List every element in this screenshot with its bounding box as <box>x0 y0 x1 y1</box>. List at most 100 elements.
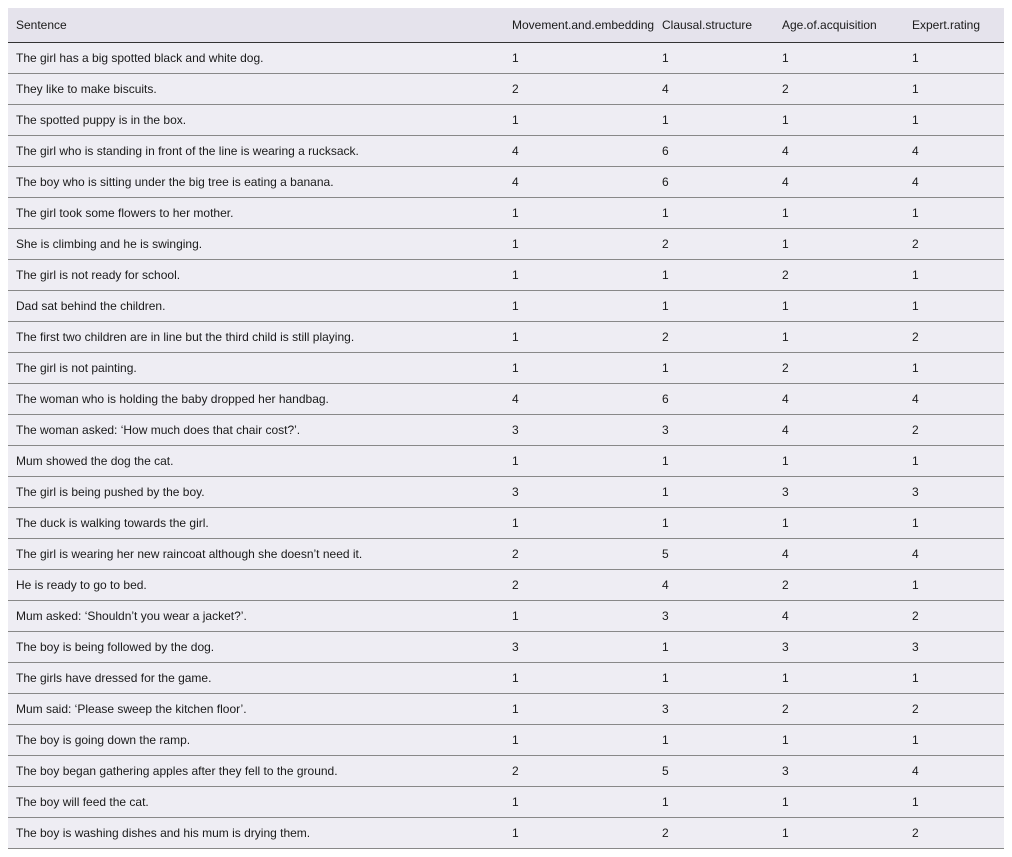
cell-sentence: Mum asked: ‘Shouldn’t you wear a jacket?… <box>8 601 504 632</box>
cell-value: 1 <box>654 353 774 384</box>
cell-value: 1 <box>774 446 904 477</box>
cell-value: 3 <box>654 694 774 725</box>
cell-value: 1 <box>904 508 1004 539</box>
cell-value: 1 <box>504 818 654 849</box>
cell-value: 2 <box>774 74 904 105</box>
cell-value: 2 <box>904 229 1004 260</box>
cell-sentence: They like to make biscuits. <box>8 74 504 105</box>
cell-value: 2 <box>504 539 654 570</box>
cell-value: 1 <box>504 601 654 632</box>
table-row: The boy who is sitting under the big tre… <box>8 167 1004 198</box>
cell-value: 4 <box>774 136 904 167</box>
table-row: Mum asked: ‘Shouldn’t you wear a jacket?… <box>8 601 1004 632</box>
cell-sentence: The girl is not painting. <box>8 353 504 384</box>
cell-value: 1 <box>774 322 904 353</box>
cell-value: 6 <box>654 384 774 415</box>
cell-value: 1 <box>654 105 774 136</box>
cell-value: 1 <box>504 353 654 384</box>
table-header: Sentence Movement.and.embedding Clausal.… <box>8 8 1004 43</box>
data-table: Sentence Movement.and.embedding Clausal.… <box>8 8 1004 849</box>
cell-value: 2 <box>904 694 1004 725</box>
cell-value: 3 <box>654 415 774 446</box>
cell-sentence: The boy who is sitting under the big tre… <box>8 167 504 198</box>
table-row: The woman who is holding the baby droppe… <box>8 384 1004 415</box>
cell-sentence: The first two children are in line but t… <box>8 322 504 353</box>
table-row: The boy began gathering apples after the… <box>8 756 1004 787</box>
cell-sentence: The boy is going down the ramp. <box>8 725 504 756</box>
cell-value: 1 <box>774 787 904 818</box>
table-row: The boy is going down the ramp.1111 <box>8 725 1004 756</box>
cell-value: 4 <box>904 756 1004 787</box>
cell-value: 4 <box>774 167 904 198</box>
cell-value: 1 <box>774 725 904 756</box>
table-row: Mum said: ‘Please sweep the kitchen floo… <box>8 694 1004 725</box>
table-row: The woman asked: ‘How much does that cha… <box>8 415 1004 446</box>
cell-value: 2 <box>774 260 904 291</box>
cell-value: 3 <box>504 477 654 508</box>
cell-value: 1 <box>504 322 654 353</box>
cell-value: 2 <box>504 74 654 105</box>
table-row: The boy is being followed by the dog.313… <box>8 632 1004 663</box>
table-row: The girls have dressed for the game.1111 <box>8 663 1004 694</box>
cell-value: 1 <box>904 446 1004 477</box>
cell-value: 1 <box>504 291 654 322</box>
cell-sentence: The girl is wearing her new raincoat alt… <box>8 539 504 570</box>
header-row: Sentence Movement.and.embedding Clausal.… <box>8 8 1004 43</box>
cell-value: 4 <box>774 384 904 415</box>
cell-value: 1 <box>654 663 774 694</box>
cell-sentence: Mum showed the dog the cat. <box>8 446 504 477</box>
table-row: The girl is not ready for school.1121 <box>8 260 1004 291</box>
cell-value: 1 <box>504 508 654 539</box>
cell-sentence: The spotted puppy is in the box. <box>8 105 504 136</box>
cell-value: 3 <box>904 632 1004 663</box>
table-row: The duck is walking towards the girl.111… <box>8 508 1004 539</box>
cell-value: 1 <box>654 291 774 322</box>
cell-value: 1 <box>504 725 654 756</box>
cell-sentence: The girls have dressed for the game. <box>8 663 504 694</box>
cell-value: 1 <box>654 198 774 229</box>
table-row: The first two children are in line but t… <box>8 322 1004 353</box>
table-row: The girl is not painting.1121 <box>8 353 1004 384</box>
cell-value: 2 <box>504 570 654 601</box>
cell-sentence: The girl is being pushed by the boy. <box>8 477 504 508</box>
cell-sentence: The duck is walking towards the girl. <box>8 508 504 539</box>
cell-value: 1 <box>904 291 1004 322</box>
cell-value: 3 <box>774 632 904 663</box>
table-row: Mum showed the dog the cat.1111 <box>8 446 1004 477</box>
table-row: The girl took some flowers to her mother… <box>8 198 1004 229</box>
cell-sentence: Dad sat behind the children. <box>8 291 504 322</box>
table-body: The girl has a big spotted black and whi… <box>8 43 1004 849</box>
cell-value: 4 <box>504 167 654 198</box>
cell-value: 1 <box>904 725 1004 756</box>
cell-value: 4 <box>654 570 774 601</box>
cell-value: 4 <box>904 539 1004 570</box>
cell-value: 1 <box>654 787 774 818</box>
cell-value: 6 <box>654 167 774 198</box>
cell-value: 1 <box>904 105 1004 136</box>
cell-value: 3 <box>904 477 1004 508</box>
table-row: She is climbing and he is swinging.1212 <box>8 229 1004 260</box>
table-row: The boy is washing dishes and his mum is… <box>8 818 1004 849</box>
cell-value: 2 <box>654 322 774 353</box>
cell-value: 3 <box>774 477 904 508</box>
cell-value: 4 <box>504 136 654 167</box>
cell-value: 1 <box>504 663 654 694</box>
cell-value: 1 <box>774 43 904 74</box>
cell-value: 2 <box>774 570 904 601</box>
cell-value: 5 <box>654 539 774 570</box>
cell-value: 3 <box>504 632 654 663</box>
cell-value: 1 <box>504 694 654 725</box>
table-row: The girl is wearing her new raincoat alt… <box>8 539 1004 570</box>
table-row: The girl has a big spotted black and whi… <box>8 43 1004 74</box>
cell-value: 5 <box>654 756 774 787</box>
cell-value: 1 <box>654 725 774 756</box>
cell-value: 4 <box>774 415 904 446</box>
cell-value: 1 <box>904 43 1004 74</box>
cell-sentence: The girl who is standing in front of the… <box>8 136 504 167</box>
cell-value: 1 <box>504 229 654 260</box>
cell-value: 4 <box>904 167 1004 198</box>
cell-sentence: The girl took some flowers to her mother… <box>8 198 504 229</box>
table-row: The spotted puppy is in the box.1111 <box>8 105 1004 136</box>
cell-value: 1 <box>774 198 904 229</box>
cell-value: 2 <box>654 818 774 849</box>
